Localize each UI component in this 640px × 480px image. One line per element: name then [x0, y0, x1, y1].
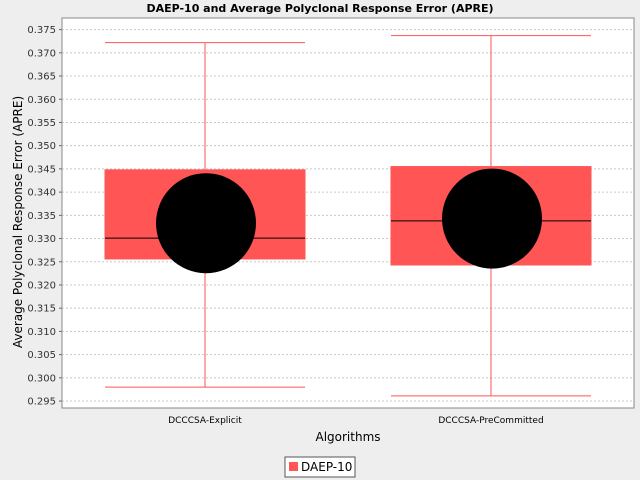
x-axis-label: Algorithms — [315, 430, 380, 444]
legend-frame — [284, 456, 356, 478]
mean-marker — [156, 173, 256, 274]
y-axis: 0.295 0.300 0.305 0.310 0.315 0.320 0.325 0.330… — [27, 25, 62, 408]
y-tick-label: 0.315 — [27, 304, 56, 315]
box-1 — [104, 42, 306, 388]
y-tick-label: 0.330 — [27, 234, 56, 245]
legend: DAEP-10 — [284, 456, 356, 478]
y-tick-label: 0.320 — [27, 280, 56, 291]
y-tick-label: 0.325 — [27, 257, 56, 268]
y-tick-label: 0.345 — [27, 164, 56, 175]
x-axis-categories: DCCCSA-Explicit DCCCSA-PreCommitted — [168, 416, 543, 426]
y-tick-label: 0.300 — [27, 373, 56, 384]
mean-marker — [442, 168, 542, 269]
legend-swatch — [289, 462, 298, 471]
y-tick-label: 0.360 — [27, 95, 56, 106]
y-tick-label: 0.305 — [27, 350, 56, 361]
y-axis-label: Average Polyclonal Response Error (APRE) — [11, 96, 25, 348]
y-tick-label: 0.350 — [27, 141, 56, 152]
legend-entry: DAEP-10 — [301, 460, 352, 474]
y-tick-label: 0.310 — [27, 327, 56, 338]
y-tick-label: 0.365 — [27, 72, 56, 83]
x-category-label: DCCCSA-Explicit — [168, 416, 242, 426]
x-category-label: DCCCSA-PreCommitted — [438, 416, 543, 426]
y-tick-label: 0.375 — [27, 25, 56, 36]
y-tick-label: 0.295 — [27, 397, 56, 408]
y-tick-label: 0.355 — [27, 118, 56, 129]
box-series — [104, 35, 592, 397]
y-tick-label: 0.370 — [27, 48, 56, 59]
y-tick-label: 0.340 — [27, 188, 56, 199]
box-2 — [390, 35, 592, 397]
y-tick-label: 0.335 — [27, 211, 56, 222]
chart-title: DAEP-10 and Average Polyclonal Response … — [146, 2, 493, 15]
